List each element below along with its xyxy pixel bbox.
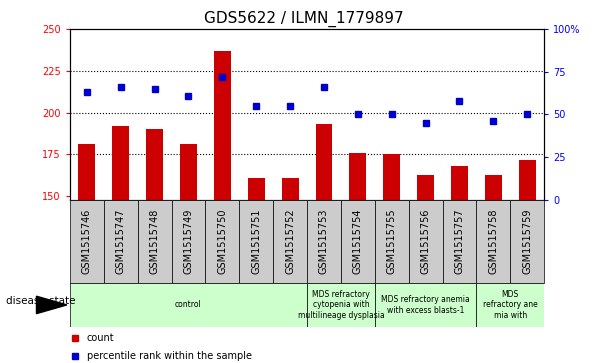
Text: MDS
refractory ane
mia with: MDS refractory ane mia with — [483, 290, 537, 320]
Bar — [417, 175, 434, 200]
Bar — [409, 200, 443, 283]
Text: GSM1515757: GSM1515757 — [454, 209, 465, 274]
Bar — [485, 175, 502, 200]
Bar — [375, 200, 409, 283]
Text: GSM1515749: GSM1515749 — [184, 209, 193, 274]
Bar — [146, 129, 163, 200]
Text: GSM1515751: GSM1515751 — [251, 209, 261, 274]
Bar — [307, 200, 341, 283]
Bar — [273, 200, 307, 283]
Bar — [341, 200, 375, 283]
Bar — [78, 144, 95, 200]
Bar — [375, 283, 477, 327]
Polygon shape — [36, 296, 67, 314]
Bar — [350, 153, 366, 200]
Bar — [519, 159, 536, 200]
Text: GDS5622 / ILMN_1779897: GDS5622 / ILMN_1779897 — [204, 11, 404, 27]
Text: control: control — [175, 301, 202, 309]
Bar — [180, 144, 197, 200]
Text: GSM1515752: GSM1515752 — [285, 209, 295, 274]
Text: GSM1515747: GSM1515747 — [116, 209, 126, 274]
Text: GSM1515750: GSM1515750 — [217, 209, 227, 274]
Text: GSM1515746: GSM1515746 — [82, 209, 92, 274]
Bar — [240, 200, 273, 283]
Text: GSM1515758: GSM1515758 — [488, 209, 499, 274]
Text: GSM1515754: GSM1515754 — [353, 209, 363, 274]
Text: GSM1515756: GSM1515756 — [421, 209, 430, 274]
Bar — [477, 200, 510, 283]
Bar — [104, 200, 137, 283]
Text: GSM1515748: GSM1515748 — [150, 209, 160, 274]
Text: MDS refractory anemia
with excess blasts-1: MDS refractory anemia with excess blasts… — [381, 295, 470, 315]
Bar — [248, 178, 264, 200]
Text: GSM1515755: GSM1515755 — [387, 209, 397, 274]
Text: count: count — [86, 333, 114, 343]
Bar — [137, 200, 171, 283]
Bar — [383, 155, 400, 200]
Text: GSM1515753: GSM1515753 — [319, 209, 329, 274]
Text: disease state: disease state — [6, 296, 75, 306]
Bar — [206, 200, 240, 283]
Bar — [510, 200, 544, 283]
Bar — [443, 200, 477, 283]
Bar — [214, 51, 231, 200]
Bar — [70, 200, 104, 283]
Text: GSM1515759: GSM1515759 — [522, 209, 532, 274]
Text: MDS refractory
cytopenia with
multilineage dysplasia: MDS refractory cytopenia with multilinea… — [297, 290, 384, 320]
Bar — [282, 178, 299, 200]
Bar — [171, 200, 206, 283]
Text: percentile rank within the sample: percentile rank within the sample — [86, 351, 252, 361]
Bar — [70, 283, 307, 327]
Bar — [477, 283, 544, 327]
Bar — [316, 125, 333, 200]
Bar — [307, 283, 375, 327]
Bar — [112, 126, 129, 200]
Bar — [451, 166, 468, 200]
